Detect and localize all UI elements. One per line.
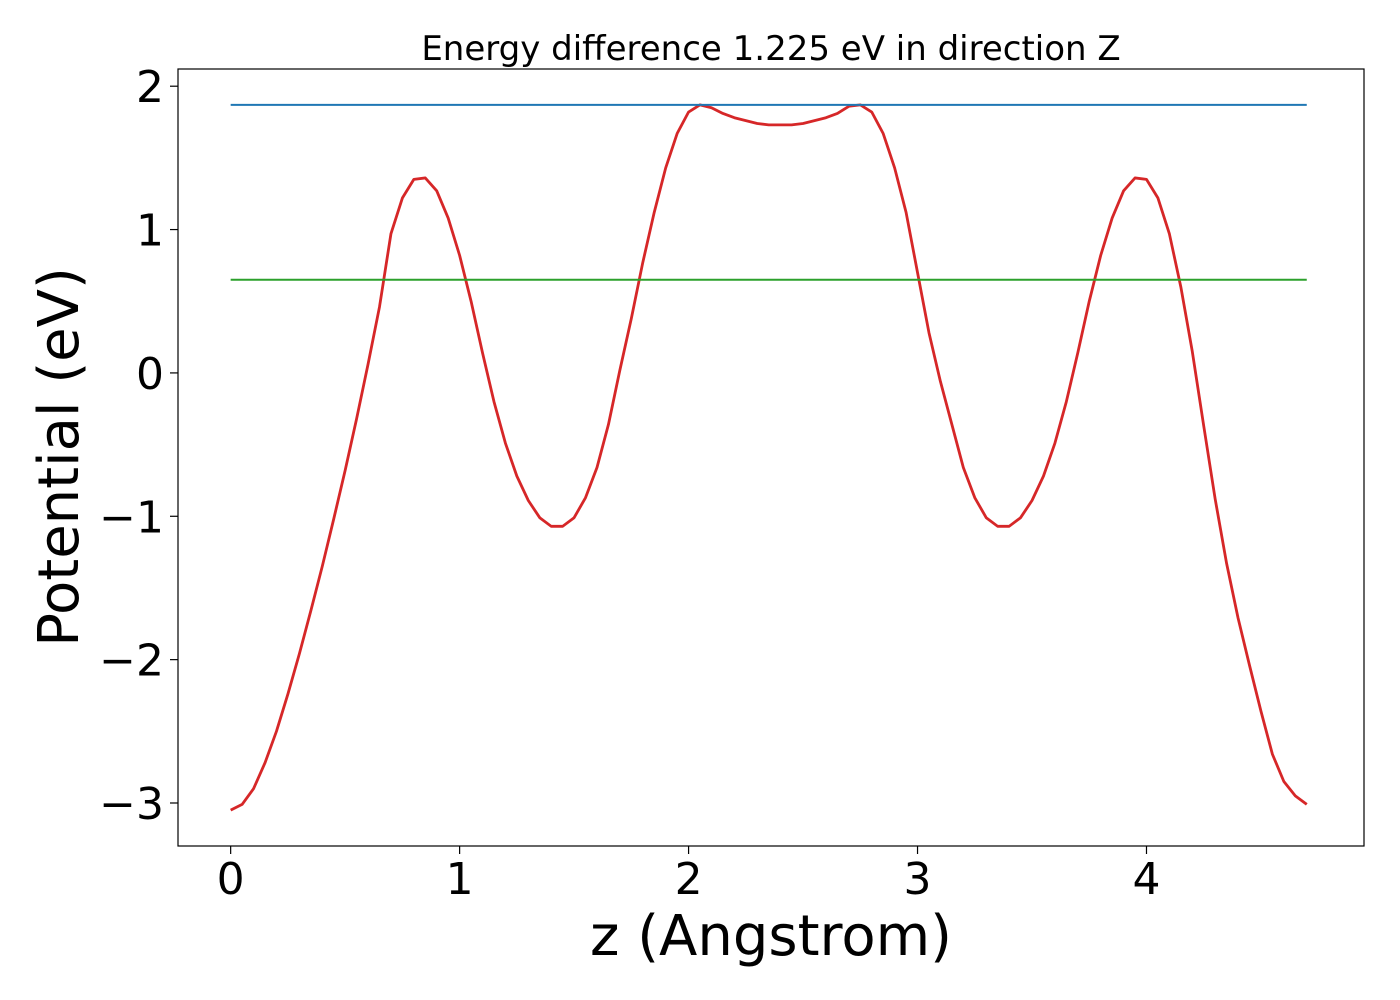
y-tick-label: −3 xyxy=(99,779,164,830)
plot-area xyxy=(230,103,1308,812)
x-axis-label: z (Angstrom) xyxy=(590,904,952,969)
y-axis-label: Potential (eV) xyxy=(27,267,92,647)
x-tick-label: 3 xyxy=(904,854,932,905)
y-tick-label: −2 xyxy=(99,636,164,687)
y-tick-label: 0 xyxy=(136,349,164,400)
x-tick-label: 2 xyxy=(675,854,703,905)
y-axis: −3 −2 −1 0 1 2 xyxy=(99,62,178,830)
y-tick-label: −1 xyxy=(99,492,164,543)
series-line-0 xyxy=(230,103,1308,812)
x-tick-label: 1 xyxy=(446,854,474,905)
y-tick-label: 2 xyxy=(136,62,164,113)
x-tick-label: 4 xyxy=(1132,854,1160,905)
chart-title: Energy difference 1.225 eV in direction … xyxy=(421,29,1120,69)
y-tick-label: 1 xyxy=(136,206,164,257)
x-axis: 0 1 2 3 4 xyxy=(217,846,1160,905)
x-tick-label: 0 xyxy=(217,854,245,905)
plot-frame xyxy=(177,68,1365,847)
